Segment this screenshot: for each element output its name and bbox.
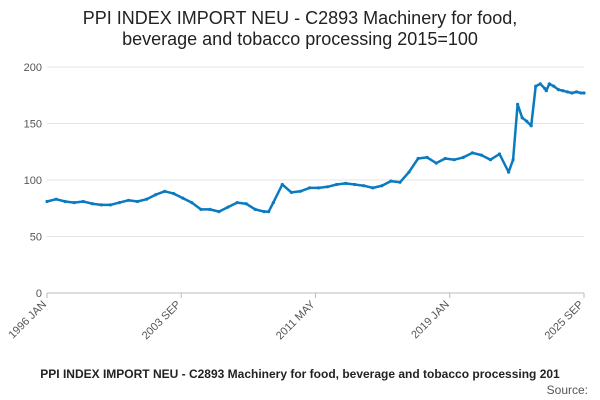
data-point bbox=[208, 207, 212, 211]
data-point bbox=[54, 197, 58, 201]
data-point bbox=[538, 82, 542, 86]
data-point bbox=[154, 193, 158, 197]
data-point bbox=[99, 203, 103, 207]
data-point bbox=[335, 182, 339, 187]
data-point bbox=[253, 207, 257, 211]
data-point bbox=[380, 184, 384, 188]
data-point bbox=[217, 210, 221, 214]
data-point bbox=[199, 207, 203, 211]
chart-title-line-1: PPI INDEX IMPORT NEU - C2893 Machinery f… bbox=[83, 8, 518, 28]
x-tick-label: 1996 JAN bbox=[6, 299, 49, 342]
x-tick-label: 2025 SEP bbox=[543, 299, 587, 343]
y-tick-label-150: 150 bbox=[24, 119, 42, 131]
data-point bbox=[479, 153, 483, 157]
data-point bbox=[443, 156, 447, 161]
chart-title-line-2: beverage and tobacco processing 2015=100 bbox=[122, 29, 478, 49]
y-tick-label-50: 50 bbox=[30, 232, 42, 244]
data-point bbox=[280, 182, 284, 187]
data-point bbox=[267, 210, 271, 214]
data-point bbox=[488, 158, 493, 162]
data-point bbox=[45, 199, 49, 204]
data-point bbox=[416, 156, 420, 161]
data-point bbox=[516, 102, 520, 106]
data-point bbox=[434, 161, 438, 165]
data-point bbox=[529, 124, 533, 128]
data-point bbox=[181, 196, 185, 200]
data-point bbox=[316, 186, 321, 190]
y-tick-label-0: 0 bbox=[36, 288, 42, 300]
chart-footer: PPI INDEX IMPORT NEU - C2893 Machinery f… bbox=[40, 367, 560, 381]
data-point bbox=[534, 84, 538, 88]
data-point bbox=[389, 179, 393, 183]
data-point bbox=[271, 201, 275, 205]
data-point bbox=[425, 155, 429, 159]
data-point bbox=[552, 84, 556, 88]
data-point bbox=[452, 158, 456, 162]
data-point bbox=[126, 198, 131, 202]
series-group bbox=[45, 82, 586, 214]
data-point bbox=[289, 190, 293, 194]
data-point bbox=[90, 202, 94, 206]
data-point bbox=[326, 185, 330, 189]
x-tick-label: 2019 JAN bbox=[409, 299, 452, 342]
data-point bbox=[461, 155, 465, 159]
data-point bbox=[470, 151, 474, 155]
data-point bbox=[556, 88, 561, 92]
data-point bbox=[565, 90, 570, 94]
data-point bbox=[145, 197, 149, 201]
y-tick-label-200: 200 bbox=[24, 62, 42, 74]
data-point bbox=[81, 199, 85, 204]
data-point bbox=[163, 189, 167, 193]
data-point bbox=[298, 189, 302, 193]
chart-title: PPI INDEX IMPORT NEU - C2893 Machinery f… bbox=[83, 8, 518, 49]
data-point bbox=[190, 201, 194, 205]
x-tick-label: 2011 MAY bbox=[274, 298, 318, 342]
data-point bbox=[72, 201, 76, 205]
data-point bbox=[307, 186, 312, 190]
series-line-0 bbox=[45, 82, 586, 213]
data-point bbox=[63, 199, 67, 204]
data-point bbox=[497, 152, 502, 156]
y-tick-label-100: 100 bbox=[24, 175, 42, 187]
data-point bbox=[226, 205, 230, 209]
data-point bbox=[407, 170, 411, 174]
data-point bbox=[507, 170, 511, 174]
data-point bbox=[561, 89, 565, 93]
data-point bbox=[353, 182, 357, 187]
data-point bbox=[135, 199, 140, 204]
data-point bbox=[344, 181, 348, 185]
data-point bbox=[574, 90, 579, 94]
x-tick-label: 2003 SEP bbox=[140, 299, 184, 343]
y-axis: 0 50 100 150 200 bbox=[24, 62, 42, 300]
data-point bbox=[398, 180, 402, 184]
data-point bbox=[172, 192, 176, 196]
data-point bbox=[108, 203, 112, 207]
data-point bbox=[371, 186, 375, 190]
gridlines bbox=[47, 66, 584, 237]
data-point bbox=[582, 91, 586, 95]
x-axis: 1996 JAN 2003 SEP 2011 MAY 2019 JAN 2025 SEP bbox=[6, 292, 587, 343]
data-point bbox=[520, 116, 524, 120]
data-point bbox=[570, 91, 574, 95]
data-point bbox=[544, 89, 548, 93]
data-point bbox=[262, 210, 266, 214]
data-point bbox=[362, 184, 366, 188]
data-point bbox=[525, 119, 529, 123]
data-point bbox=[117, 201, 121, 205]
source-label: Source: bbox=[547, 383, 588, 397]
data-point bbox=[547, 82, 551, 86]
data-point bbox=[511, 158, 515, 162]
data-point bbox=[579, 91, 583, 95]
data-point bbox=[244, 202, 248, 206]
data-point bbox=[235, 201, 239, 205]
